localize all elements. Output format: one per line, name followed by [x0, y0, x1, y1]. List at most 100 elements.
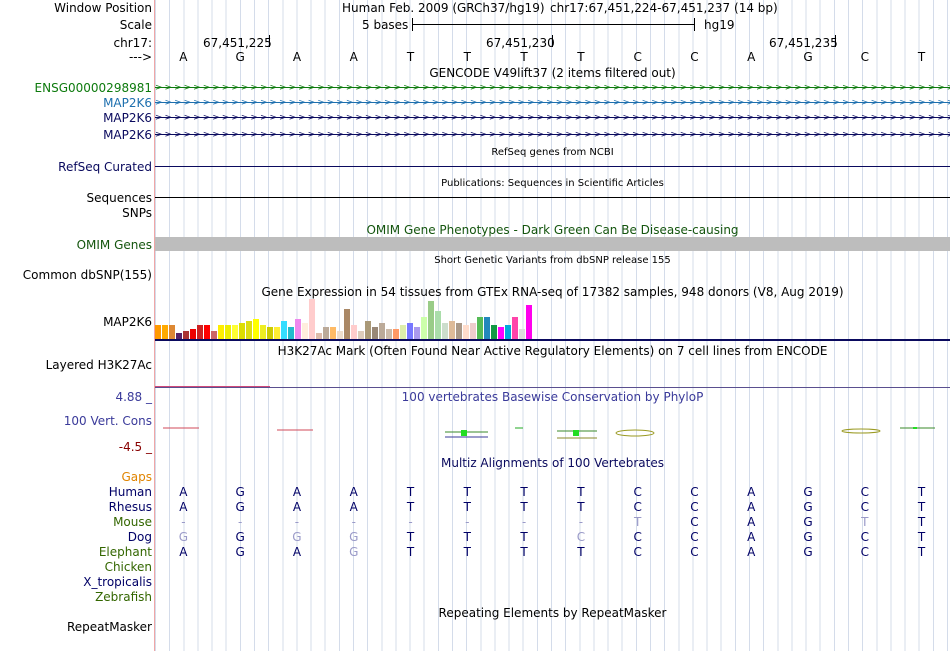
- gtex-bar[interactable]: [330, 327, 336, 339]
- species-label[interactable]: Rhesus: [108, 500, 152, 514]
- gtex-title[interactable]: Gene Expression in 54 tissues from GTEx …: [261, 285, 844, 299]
- h3k27ac-title[interactable]: H3K27Ac Mark (Often Found Near Active Re…: [277, 344, 828, 358]
- phylop-label[interactable]: 100 Vert. Cons: [63, 414, 152, 428]
- gtex-bar[interactable]: [351, 325, 357, 339]
- gtex-bar[interactable]: [295, 319, 301, 339]
- gtex-bar[interactable]: [505, 325, 511, 339]
- gtex-bar[interactable]: [526, 305, 532, 339]
- gtex-bar[interactable]: [337, 331, 343, 339]
- publications-title[interactable]: Publications: Sequences in Scientific Ar…: [441, 178, 664, 189]
- gtex-bar[interactable]: [477, 317, 483, 339]
- gene-feature[interactable]: >>>>>>>>>>>>>>>>>>>>>>>>>>>>>>>>>>>>>>>>…: [155, 83, 950, 93]
- gtex-bar[interactable]: [316, 333, 322, 339]
- gtex-bar[interactable]: [358, 331, 364, 339]
- gene-feature[interactable]: >>>>>>>>>>>>>>>>>>>>>>>>>>>>>>>>>>>>>>>>…: [155, 98, 950, 108]
- gtex-bar[interactable]: [204, 325, 210, 339]
- gtex-bar[interactable]: [449, 321, 455, 339]
- gtex-label[interactable]: MAP2K6: [103, 315, 152, 329]
- gtex-bar[interactable]: [267, 327, 273, 339]
- gtex-bar[interactable]: [155, 325, 161, 339]
- h3k27ac-signal[interactable]: [155, 387, 950, 388]
- gtex-bar[interactable]: [246, 321, 252, 339]
- gtex-bar[interactable]: [302, 323, 308, 339]
- gtex-bar[interactable]: [211, 331, 217, 339]
- gene-feature[interactable]: >>>>>>>>>>>>>>>>>>>>>>>>>>>>>>>>>>>>>>>>…: [155, 113, 950, 123]
- species-label[interactable]: Human: [108, 485, 152, 499]
- gtex-bar[interactable]: [183, 331, 189, 339]
- species-label[interactable]: Zebrafish: [95, 590, 152, 604]
- omim-label[interactable]: OMIM Genes: [76, 238, 152, 252]
- gtex-bar[interactable]: [484, 317, 490, 339]
- sequences-label[interactable]: Sequences: [86, 191, 152, 205]
- gtex-bar[interactable]: [225, 325, 231, 339]
- species-label[interactable]: Mouse: [113, 515, 152, 529]
- refseq-title[interactable]: RefSeq genes from NCBI: [491, 147, 614, 158]
- gtex-bar[interactable]: [197, 325, 203, 339]
- gtex-bar[interactable]: [519, 329, 525, 339]
- gene-label[interactable]: MAP2K6: [103, 96, 152, 110]
- species-label[interactable]: Elephant: [98, 545, 152, 559]
- gtex-bar[interactable]: [386, 329, 392, 339]
- gene-label[interactable]: MAP2K6: [103, 111, 152, 125]
- gtex-bar[interactable]: [400, 325, 406, 339]
- gene-label[interactable]: MAP2K6: [103, 128, 152, 142]
- gtex-bar-chart[interactable]: [155, 299, 535, 339]
- gtex-bar[interactable]: [218, 325, 224, 339]
- gtex-bar[interactable]: [435, 311, 441, 339]
- repeatmasker-label[interactable]: RepeatMasker: [66, 620, 152, 634]
- gtex-bar[interactable]: [323, 327, 329, 339]
- refseq-feature[interactable]: [155, 166, 950, 167]
- gtex-bar[interactable]: [344, 309, 350, 339]
- gtex-bar[interactable]: [372, 327, 378, 339]
- omim-title[interactable]: OMIM Gene Phenotypes - Dark Green Can Be…: [366, 223, 739, 237]
- gtex-bar[interactable]: [379, 323, 385, 339]
- gtex-bar[interactable]: [162, 325, 168, 339]
- gtex-bar[interactable]: [470, 323, 476, 339]
- gtex-bar[interactable]: [463, 325, 469, 339]
- refseq-label[interactable]: RefSeq Curated: [58, 160, 152, 174]
- h3k27ac-label[interactable]: Layered H3K27Ac: [45, 358, 152, 372]
- gtex-bar[interactable]: [393, 329, 399, 339]
- gtex-bar[interactable]: [428, 301, 434, 339]
- gtex-bar[interactable]: [456, 323, 462, 339]
- gtex-bar[interactable]: [169, 325, 175, 339]
- gtex-bar[interactable]: [281, 321, 287, 339]
- gtex-bar[interactable]: [288, 327, 294, 339]
- gtex-bar[interactable]: [309, 299, 315, 339]
- gencode-title[interactable]: GENCODE V49lift37 (2 items filtered out): [429, 66, 676, 80]
- gtex-bar[interactable]: [274, 327, 280, 339]
- phylop-signal[interactable]: [155, 420, 950, 440]
- gtex-bar[interactable]: [232, 325, 238, 339]
- gaps-label[interactable]: Gaps: [121, 470, 152, 484]
- gtex-bar[interactable]: [407, 323, 413, 339]
- gtex-bar[interactable]: [190, 329, 196, 339]
- gtex-bar[interactable]: [239, 323, 245, 339]
- gtex-bar[interactable]: [498, 327, 504, 339]
- gtex-bar[interactable]: [414, 327, 420, 339]
- species-label[interactable]: Chicken: [104, 560, 152, 574]
- gtex-bar[interactable]: [365, 321, 371, 339]
- gtex-bar[interactable]: [253, 319, 259, 339]
- gtex-bar[interactable]: [176, 333, 182, 339]
- gene-label[interactable]: ENSG00000298981: [34, 81, 152, 95]
- gtex-bar[interactable]: [260, 325, 266, 339]
- gtex-bar[interactable]: [512, 317, 518, 339]
- repeatmasker-title[interactable]: Repeating Elements by RepeatMasker: [438, 606, 667, 620]
- phylop-title[interactable]: 100 vertebrates Basewise Conservation by…: [401, 390, 704, 404]
- dbsnp-label[interactable]: Common dbSNP(155): [22, 268, 152, 282]
- species-label[interactable]: X_tropicalis: [83, 575, 152, 589]
- gtex-bar[interactable]: [442, 323, 448, 339]
- sequences-feature[interactable]: [155, 197, 950, 198]
- gtex-bar[interactable]: [491, 325, 497, 339]
- gtex-bar[interactable]: [421, 317, 427, 339]
- species-label[interactable]: Dog: [127, 530, 152, 544]
- multiz-title[interactable]: Multiz Alignments of 100 Vertebrates: [440, 456, 665, 470]
- omim-feature[interactable]: [155, 237, 950, 251]
- snps-label[interactable]: SNPs: [122, 206, 152, 220]
